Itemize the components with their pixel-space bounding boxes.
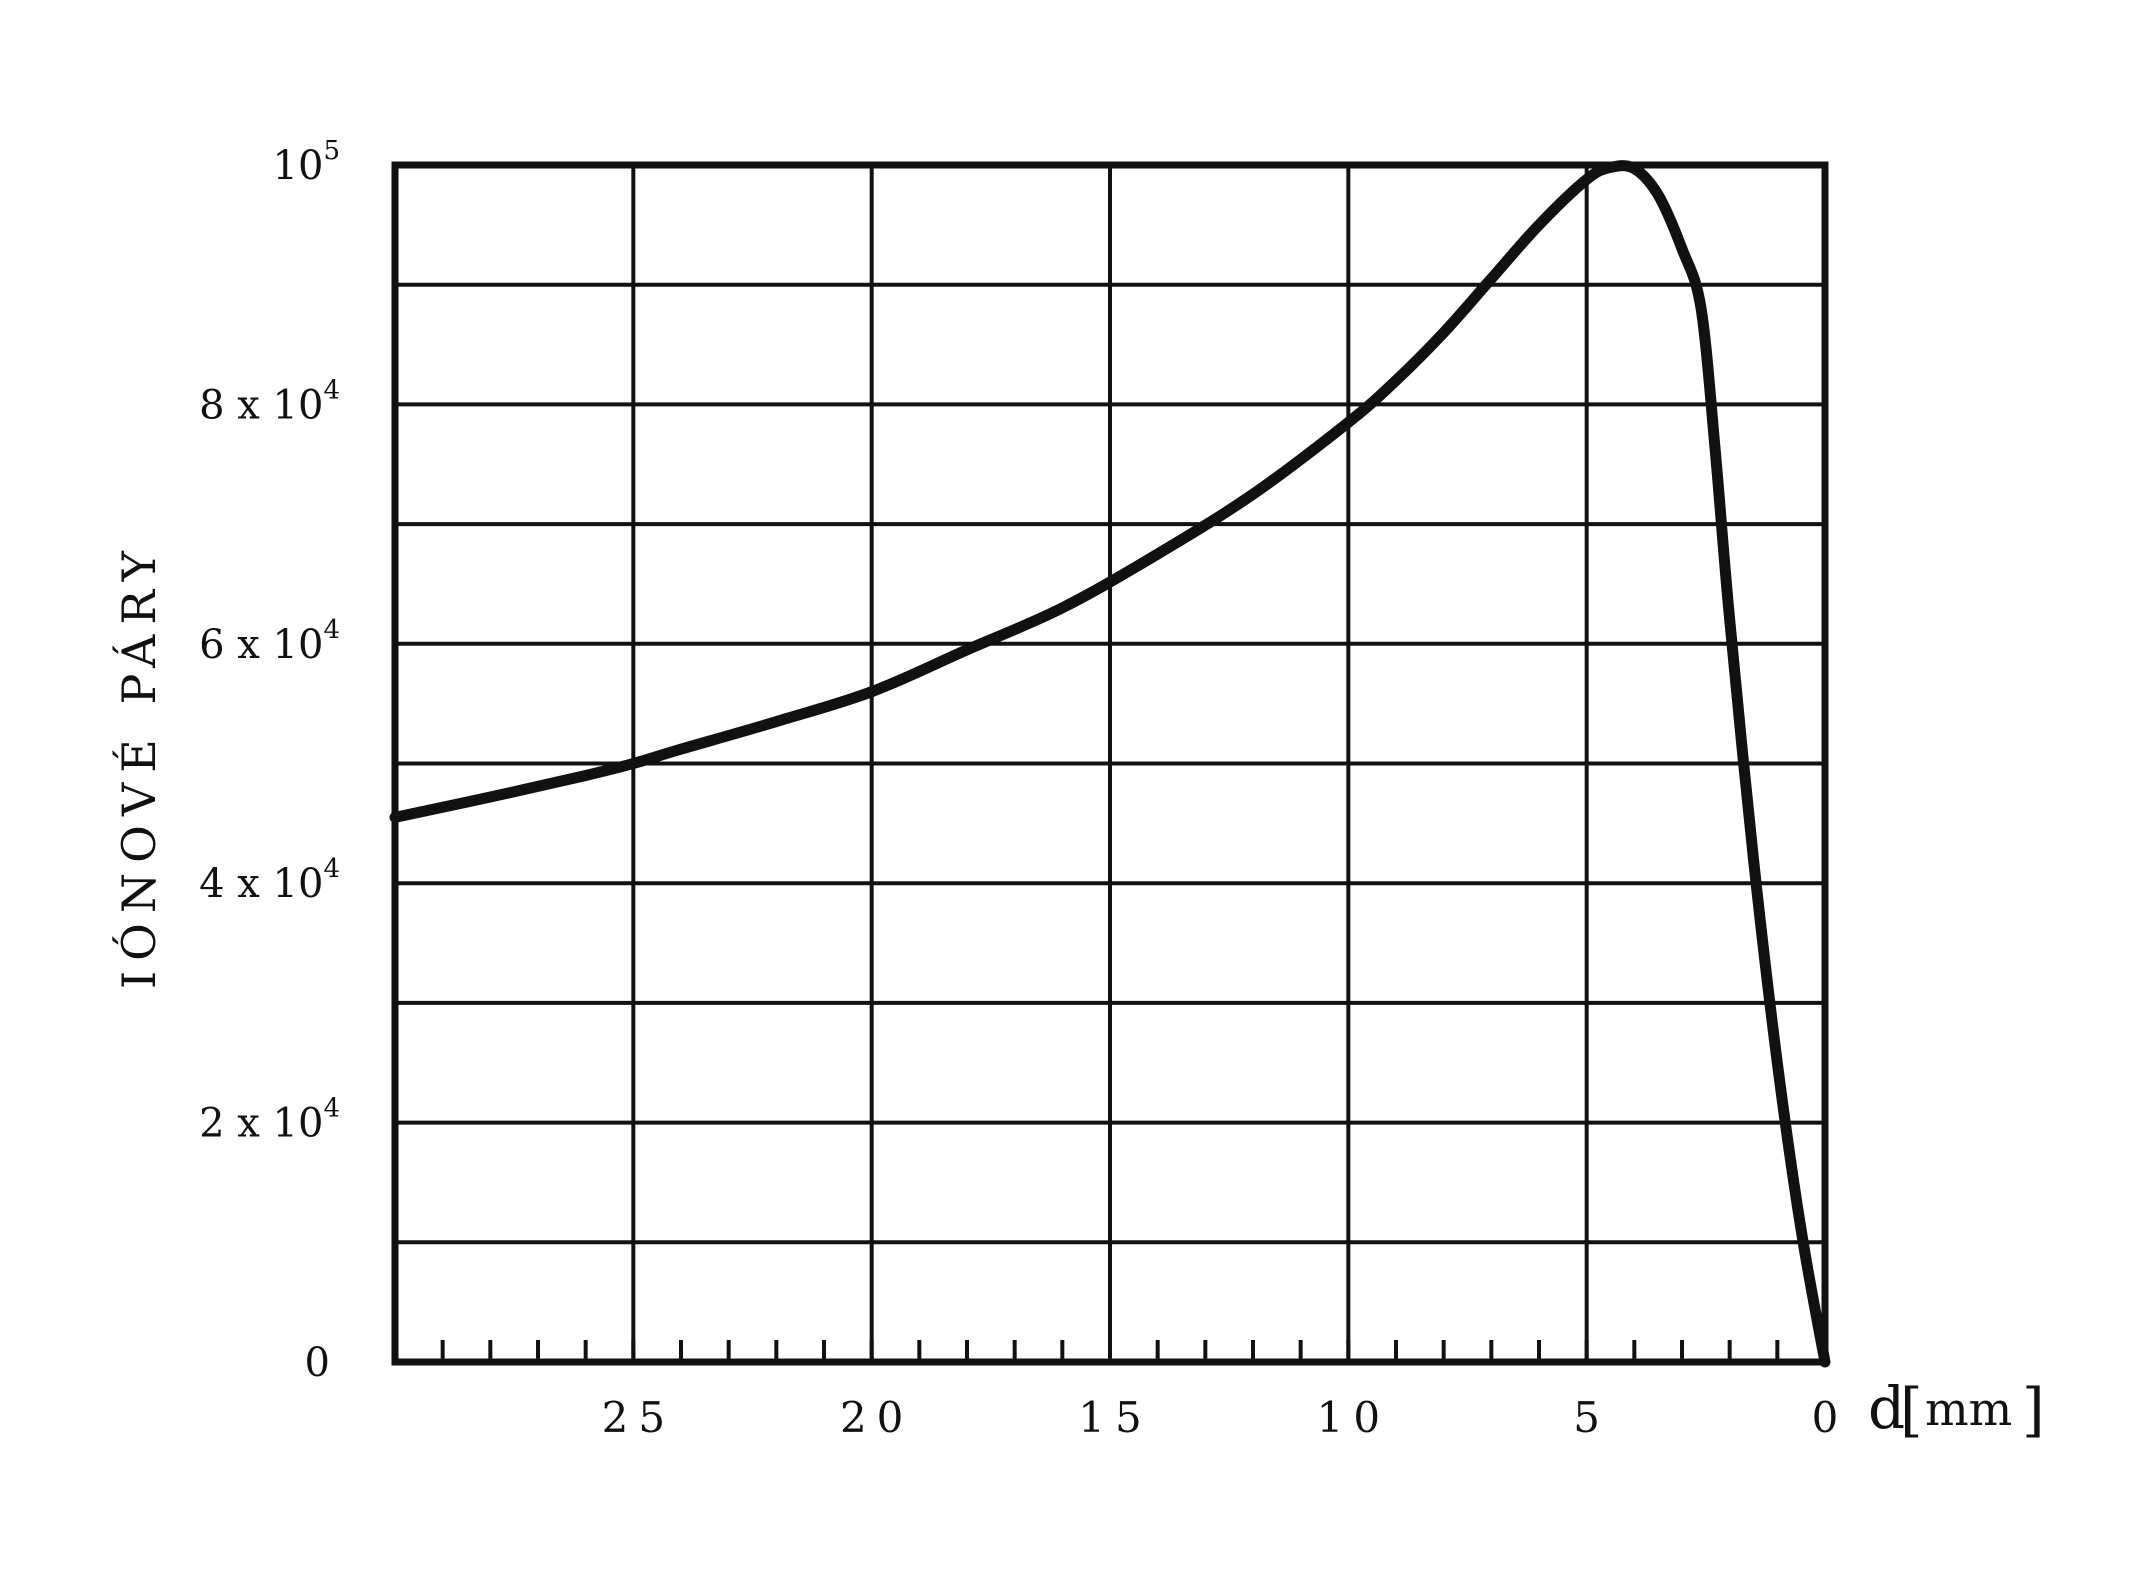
y-tick-label: 6 x 104 xyxy=(199,615,340,668)
x-axis-unit: mm xyxy=(1925,1382,2012,1436)
y-axis-label: IÓNOVÉ PÁRY xyxy=(111,541,166,989)
y-tick-label: 8 x 104 xyxy=(199,375,340,428)
x-tick-label: 5 xyxy=(1573,1393,1610,1442)
x-axis-label: d [ mm ] xyxy=(1868,1374,2045,1444)
series-line-ion-pairs xyxy=(389,160,1831,1368)
y-tick-label: 0 xyxy=(305,1340,330,1386)
x-axis-unit-bracket-right: ] xyxy=(2022,1376,2045,1444)
y-tick-labels: 0 2 x 104 4 x 104 6 x 104 8 x 104 105 xyxy=(199,136,340,1386)
x-tick-label: 10 xyxy=(1317,1393,1390,1442)
y-tick-label: 4 x 104 xyxy=(199,854,340,907)
x-minor-ticks xyxy=(440,1340,1780,1362)
x-axis-unit-bracket-left: [ xyxy=(1900,1376,1923,1444)
x-tick-label: 25 xyxy=(602,1393,675,1442)
x-tick-label: 20 xyxy=(840,1393,913,1442)
y-tick-label: 2 x 104 xyxy=(199,1094,340,1147)
x-tick-labels: 25 20 15 10 5 0 xyxy=(602,1393,1849,1442)
grid xyxy=(395,165,1825,1362)
y-tick-label: 105 xyxy=(273,136,340,189)
x-tick-label: 0 xyxy=(1812,1393,1849,1442)
x-tick-label: 15 xyxy=(1078,1393,1151,1442)
x-axis-label-symbol: d xyxy=(1868,1374,1905,1442)
